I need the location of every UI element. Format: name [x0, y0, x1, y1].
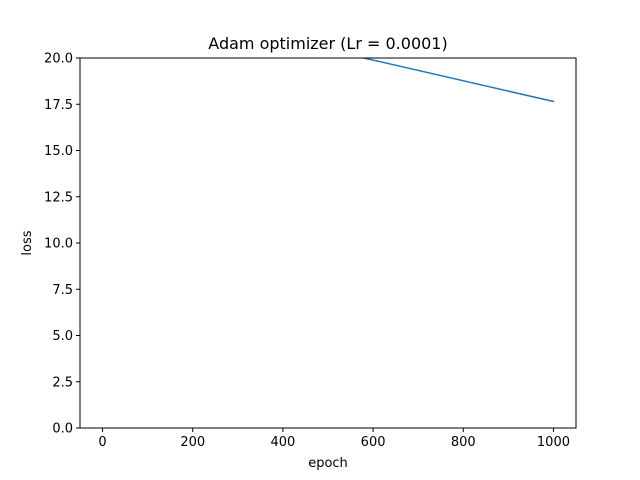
- y-tick-label: 20.0: [44, 52, 73, 67]
- y-tick-label: 17.5: [44, 98, 73, 113]
- chart-title: Adam optimizer (Lr = 0.0001): [208, 34, 447, 53]
- x-axis: 0 200 400 600 800 1000: [98, 428, 570, 450]
- y-axis-label: loss: [20, 230, 35, 255]
- y-tick-label: 0.0: [52, 422, 73, 437]
- y-tick-label: 5.0: [52, 329, 73, 344]
- y-tick-label: 2.5: [52, 375, 73, 390]
- x-tick-label: 200: [180, 435, 205, 450]
- y-tick-label: 15.0: [44, 144, 73, 159]
- plot-area: 0 200 400 600 800 1000 0.0 2.5 5.0 7.5 10.0 12.5 15…: [44, 52, 577, 450]
- series-line: [363, 58, 555, 103]
- y-axis: 0.0 2.5 5.0 7.5 10.0 12.5 15.0 17.5 20.0: [44, 52, 80, 437]
- x-tick-label: 1000: [537, 435, 570, 450]
- y-tick-label: 12.5: [44, 190, 73, 205]
- series-layer: [363, 58, 555, 103]
- y-tick-label: 10.0: [44, 237, 73, 252]
- x-tick-label: 0: [98, 435, 106, 450]
- y-tick-label: 7.5: [52, 283, 73, 298]
- x-axis-label: epoch: [308, 456, 348, 471]
- x-tick-label: 800: [451, 435, 476, 450]
- x-tick-label: 600: [361, 435, 386, 450]
- x-tick-label: 400: [270, 435, 295, 450]
